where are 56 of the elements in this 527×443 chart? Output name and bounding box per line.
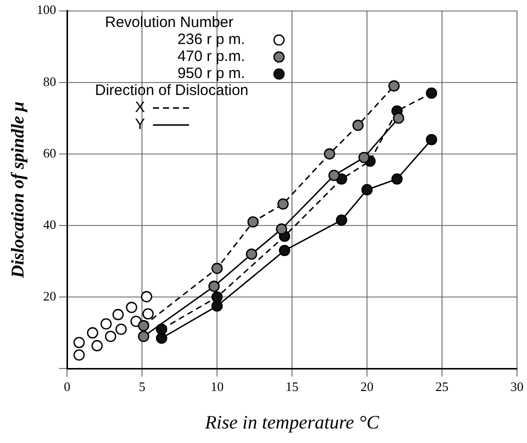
point [126, 302, 138, 314]
annotation: Direction of Dislocation [95, 82, 250, 99]
point [142, 308, 154, 320]
point [211, 300, 223, 312]
x-tick-label: 20 [360, 378, 374, 394]
point [247, 216, 259, 228]
point [208, 280, 220, 292]
point [246, 248, 258, 260]
point [391, 173, 403, 185]
y-tick-label: 80 [43, 74, 56, 89]
x-tick-label: 25 [436, 378, 449, 394]
point [104, 330, 116, 342]
point [336, 214, 348, 226]
legend-label: 950 r p m. [176, 65, 245, 82]
x-tick-label: 10 [210, 378, 224, 394]
point [211, 291, 223, 303]
point [358, 152, 370, 164]
point [211, 262, 223, 274]
point [361, 184, 373, 196]
x-tick-label: 30 [510, 378, 524, 394]
legend-label: 236 r p m. [176, 31, 245, 48]
x-axis-title: Rise in temperature °C [204, 412, 380, 434]
point [86, 327, 98, 338]
legend-label: 470 r p.m. [176, 48, 245, 65]
point [138, 320, 150, 332]
point [276, 223, 288, 235]
point [426, 87, 438, 99]
y-axis-title: Dislocation of spindle μ [7, 101, 28, 279]
annotation: X [135, 99, 146, 116]
point [392, 112, 404, 124]
point [328, 170, 340, 182]
point [73, 336, 85, 348]
point [91, 340, 103, 352]
point [277, 198, 289, 210]
point [156, 324, 168, 335]
point [278, 244, 290, 256]
point [352, 120, 364, 131]
point [388, 80, 400, 92]
point [112, 308, 124, 320]
x-tick-label: 5 [138, 378, 146, 394]
x-tick-label: 15 [286, 378, 299, 394]
annotation: Y [135, 116, 146, 133]
point [138, 330, 150, 342]
y-tick-label: 40 [43, 216, 56, 232]
point [115, 324, 127, 335]
y-tick-label: 100 [36, 2, 56, 18]
point [100, 318, 112, 330]
y-tick-label: 20 [43, 288, 56, 304]
point [140, 291, 152, 302]
point [73, 349, 85, 361]
point [156, 332, 168, 344]
x-tick-label: 0 [64, 378, 70, 394]
y-tick-label: 60 [43, 145, 56, 160]
point [324, 148, 336, 160]
legend-title: Revolution Number [105, 14, 234, 31]
point [426, 134, 438, 146]
